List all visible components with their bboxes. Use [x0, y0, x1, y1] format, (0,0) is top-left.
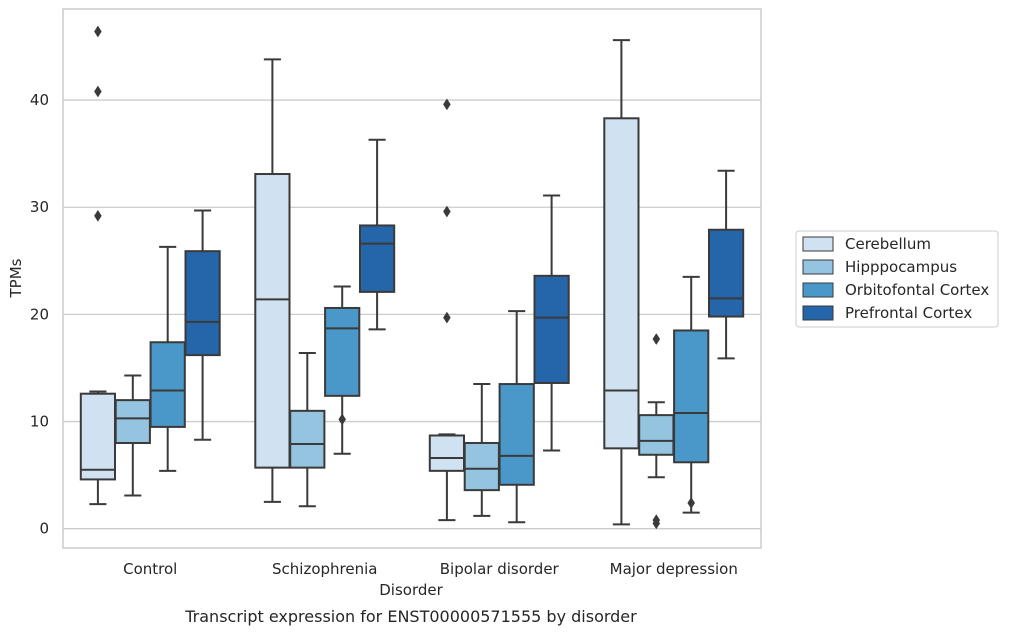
box-0-1 — [114, 374, 151, 497]
y-tick-labels: 0 10 20 30 40 — [30, 91, 49, 538]
x-tick-label: Schizophrenia — [272, 560, 377, 578]
outlier-point — [443, 311, 451, 324]
x-tick-label: Bipolar disorder — [440, 560, 560, 578]
outlier-point — [687, 497, 695, 509]
box-3-0 — [603, 39, 640, 526]
y-axis-label: TPMs — [7, 258, 25, 298]
box-0-2 — [149, 245, 186, 472]
legend-label: Orbitofontal Cortex — [845, 281, 989, 299]
chart-caption: Transcript expression for ENST0000057155… — [184, 607, 637, 626]
box-iqr — [463, 441, 500, 492]
outlier-point — [443, 98, 451, 111]
outlier-point — [94, 25, 102, 38]
outlier-point — [94, 209, 102, 222]
legend: Cerebellum Hipppocampus Orbitofontal Corte… — [795, 230, 999, 328]
legend-label: Prefrontal Cortex — [845, 304, 972, 322]
box-iqr — [533, 274, 570, 384]
box-iqr — [184, 250, 221, 357]
box-3-2 — [673, 275, 710, 514]
boxes — [79, 25, 745, 530]
box-1-2 — [324, 285, 361, 455]
box-0-3 — [184, 209, 221, 441]
box-iqr — [707, 228, 745, 318]
legend-swatch — [802, 259, 834, 275]
outlier-point — [652, 514, 661, 527]
y-tick-label: 30 — [30, 198, 49, 216]
y-tick-label: 0 — [39, 520, 49, 538]
legend-swatch — [802, 236, 834, 252]
box-iqr — [603, 117, 640, 450]
box-0-0 — [79, 25, 117, 506]
box-iqr — [254, 173, 291, 469]
outlier-point — [652, 333, 661, 346]
y-tick-label: 20 — [30, 305, 49, 323]
plot-frame — [62, 8, 762, 549]
legend-swatch — [802, 282, 834, 298]
box-iqr — [638, 414, 675, 456]
outlier-point — [443, 205, 451, 218]
box-iqr — [79, 392, 117, 481]
legend-label: Cerebellum — [845, 235, 931, 253]
legend-items: Cerebellum Hipppocampus Orbitofontal Corte… — [802, 235, 989, 322]
box-2-3 — [533, 194, 570, 452]
box-1-3 — [358, 138, 396, 331]
box-iqr — [428, 434, 466, 472]
box-2-0 — [428, 98, 466, 522]
x-tick-label: Major depression — [610, 560, 738, 578]
y-tick-label: 10 — [30, 413, 49, 431]
legend-swatch — [802, 305, 834, 321]
x-axis-label: Disorder — [379, 581, 443, 599]
x-tick-labels: Control Schizophrenia Bipolar disorder Majo… — [123, 560, 738, 578]
box-iqr — [289, 409, 326, 469]
outlier-point — [94, 85, 102, 98]
box-iqr — [114, 399, 151, 444]
box-1-1 — [289, 351, 326, 508]
box-2-2 — [498, 310, 535, 524]
box-iqr — [498, 383, 535, 486]
outlier-point — [338, 413, 346, 426]
legend-frame — [795, 230, 999, 328]
box-2-1 — [463, 383, 500, 517]
box-1-0 — [254, 58, 291, 503]
box-iqr — [358, 224, 396, 293]
x-tick-label: Control — [123, 560, 177, 578]
y-tick-label: 40 — [30, 91, 49, 109]
box-iqr — [673, 329, 710, 464]
box-3-1 — [638, 333, 675, 530]
box-iqr — [324, 306, 361, 397]
box-iqr — [149, 341, 186, 428]
box-3-3 — [707, 169, 745, 360]
legend-label: Hipppocampus — [845, 258, 957, 276]
